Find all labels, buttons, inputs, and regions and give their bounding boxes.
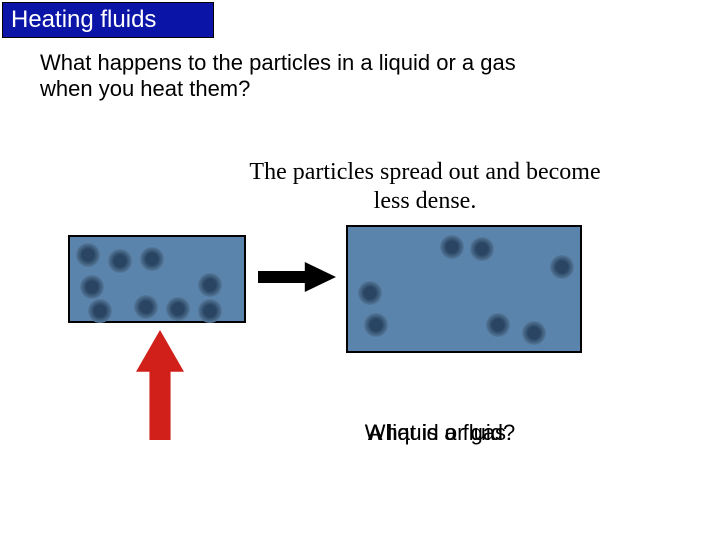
title-text: Heating fluids (11, 6, 156, 34)
particle (364, 313, 388, 337)
caption-line2: A liquid or gas. (330, 420, 550, 446)
particle-box-dense (68, 235, 246, 323)
arrow-up-icon (136, 330, 184, 440)
particle (486, 313, 510, 337)
question-text: What happens to the particles in a liqui… (40, 50, 520, 103)
particle (76, 243, 100, 267)
particle (470, 237, 494, 261)
arrow-right-icon (258, 262, 336, 292)
answer-text: The particles spread out and become less… (245, 158, 605, 216)
particle (550, 255, 574, 279)
caption-block: What is a fluid? A liquid or gas. (330, 420, 550, 448)
particle (166, 297, 190, 321)
particle (522, 321, 546, 345)
particle-box-sparse (346, 225, 582, 353)
particle (108, 249, 132, 273)
particle (140, 247, 164, 271)
particle (198, 273, 222, 297)
particle (358, 281, 382, 305)
particle (134, 295, 158, 319)
particle (80, 275, 104, 299)
particle (440, 235, 464, 259)
particle (88, 299, 112, 323)
title-box: Heating fluids (2, 2, 214, 38)
particle (198, 299, 222, 323)
